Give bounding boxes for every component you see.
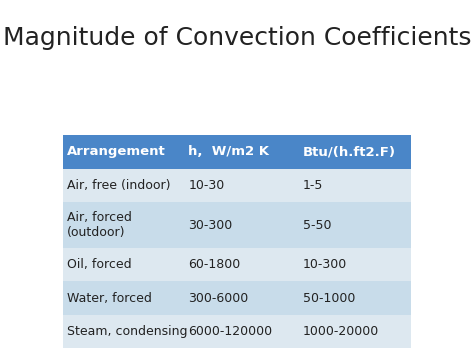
FancyBboxPatch shape — [300, 248, 411, 282]
Text: 60-1800: 60-1800 — [188, 258, 240, 271]
FancyBboxPatch shape — [300, 135, 411, 169]
Text: 10-300: 10-300 — [303, 258, 347, 271]
Text: 30-300: 30-300 — [188, 219, 233, 231]
FancyBboxPatch shape — [300, 202, 411, 248]
Text: 1000-20000: 1000-20000 — [303, 325, 379, 338]
Text: Arrangement: Arrangement — [66, 146, 165, 158]
Text: Air, forced
(outdoor): Air, forced (outdoor) — [66, 211, 131, 239]
FancyBboxPatch shape — [63, 248, 185, 282]
Text: Btu/(h.ft2.F): Btu/(h.ft2.F) — [303, 146, 396, 158]
FancyBboxPatch shape — [300, 282, 411, 315]
FancyBboxPatch shape — [63, 169, 185, 202]
Text: Steam, condensing: Steam, condensing — [66, 325, 187, 338]
Text: 1-5: 1-5 — [303, 179, 323, 192]
FancyBboxPatch shape — [63, 202, 185, 248]
FancyBboxPatch shape — [185, 248, 300, 282]
FancyBboxPatch shape — [185, 135, 300, 169]
Text: Air, free (indoor): Air, free (indoor) — [66, 179, 170, 192]
FancyBboxPatch shape — [300, 315, 411, 348]
FancyBboxPatch shape — [63, 282, 185, 315]
Text: 300-6000: 300-6000 — [188, 292, 248, 305]
FancyBboxPatch shape — [300, 169, 411, 202]
FancyBboxPatch shape — [63, 135, 185, 169]
FancyBboxPatch shape — [185, 315, 300, 348]
FancyBboxPatch shape — [185, 169, 300, 202]
Text: h,  W/m2 K: h, W/m2 K — [188, 146, 269, 158]
Text: Magnitude of Convection Coefficients: Magnitude of Convection Coefficients — [3, 26, 471, 50]
Text: 50-1000: 50-1000 — [303, 292, 356, 305]
Text: 10-30: 10-30 — [188, 179, 225, 192]
Text: Water, forced: Water, forced — [66, 292, 151, 305]
FancyBboxPatch shape — [185, 202, 300, 248]
Text: 6000-120000: 6000-120000 — [188, 325, 273, 338]
Text: Oil, forced: Oil, forced — [66, 258, 131, 271]
FancyBboxPatch shape — [63, 315, 185, 348]
Text: 5-50: 5-50 — [303, 219, 332, 231]
FancyBboxPatch shape — [185, 282, 300, 315]
